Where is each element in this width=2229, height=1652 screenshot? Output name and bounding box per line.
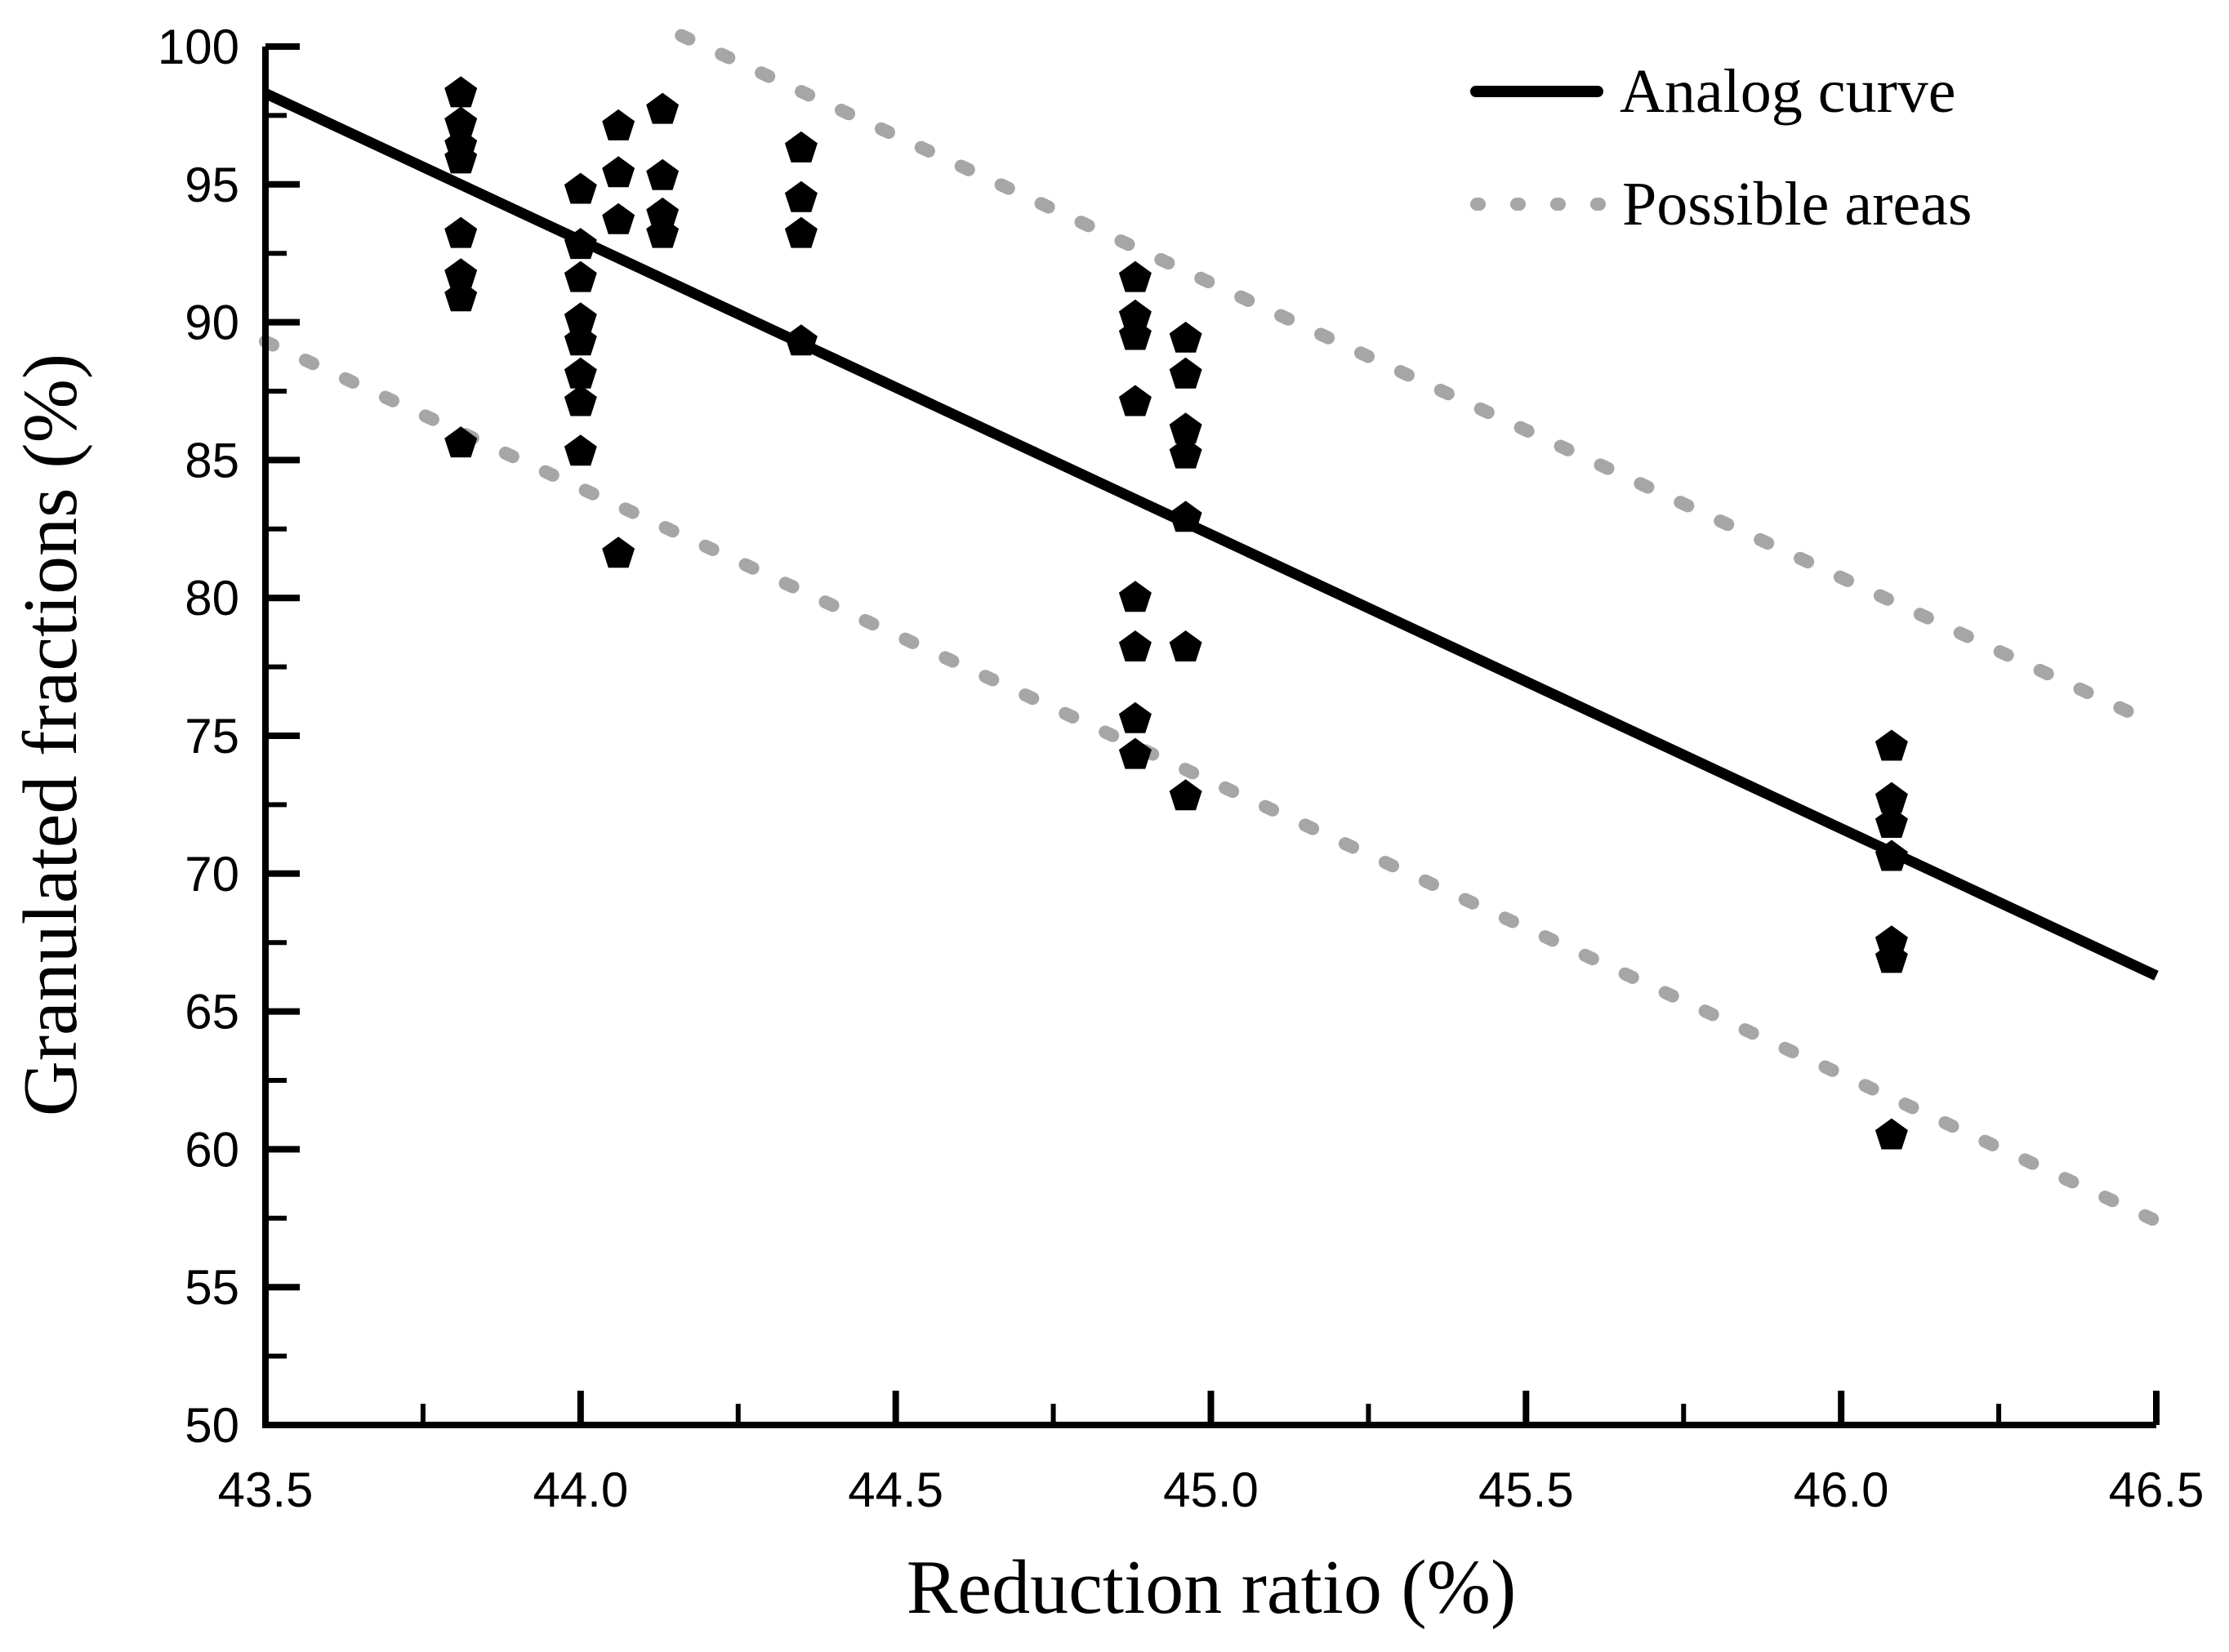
possible-area-upper-bound-line: [675, 29, 2163, 732]
scatter-point-pentagon: [564, 228, 597, 260]
dotted-line-swatch-icon: [1470, 198, 1606, 211]
scatter-point-pentagon: [1875, 1118, 1908, 1150]
solid-line-swatch-icon: [1470, 86, 1603, 97]
scatter-point-pentagon: [1169, 501, 1202, 532]
scatter-point-pentagon: [1118, 581, 1152, 612]
y-axis-title: Granulated fractions (%): [8, 353, 93, 1117]
scatter-point-pentagon: [564, 302, 597, 334]
scatter-point-pentagon: [444, 142, 478, 174]
y-tick-label: 70: [185, 847, 239, 902]
scatter-point-pentagon: [564, 434, 597, 466]
legend-label: Analog curve: [1620, 57, 1956, 126]
scatter-point-pentagon: [602, 156, 635, 188]
axes-spines: [262, 47, 2156, 1428]
y-tick-label: 90: [185, 296, 239, 350]
x-axis-title: Reduction ratio (%): [906, 1545, 1517, 1630]
y-tick-label: 80: [185, 571, 239, 626]
scatter-point-pentagon: [646, 197, 680, 229]
scatter-point-pentagon: [1118, 737, 1152, 769]
scatter-point-pentagon: [564, 260, 597, 292]
x-tick-label: 45.5: [1478, 1463, 1574, 1517]
scatter-point-pentagon: [1169, 630, 1202, 661]
scatter-point-pentagon: [564, 172, 597, 204]
legend-entry-analog-curve: Analog curve: [1470, 60, 1956, 122]
scatter-point-pentagon: [1169, 437, 1202, 469]
scatter-point-pentagon: [1875, 942, 1908, 973]
scatter-point-pentagon: [1169, 779, 1202, 811]
x-tick-label: 46.0: [1794, 1463, 1889, 1517]
scatter-point-pentagon: [444, 106, 478, 138]
scatter-point-pentagon: [564, 385, 597, 416]
scatter-point-pentagon: [784, 216, 818, 248]
scatter-point-pentagon: [602, 109, 635, 140]
scatter-point-pentagon: [1118, 299, 1152, 331]
scatter-point-pentagon: [602, 537, 635, 568]
scatter-point-pentagon: [602, 203, 635, 234]
scatter-point-pentagon: [1875, 839, 1908, 871]
scatter-point-pentagon: [784, 180, 818, 212]
scatter-point-pentagon: [444, 426, 478, 458]
scatter-point-pentagon: [1875, 807, 1908, 838]
scatter-point-pentagon: [1118, 701, 1152, 733]
scatter-point-pentagon: [1118, 630, 1152, 661]
scatter-point-pentagon: [444, 216, 478, 248]
scatter-point-pentagon: [1169, 357, 1202, 389]
y-tick-label: 75: [185, 709, 239, 764]
legend-label: Possible areas: [1622, 170, 1973, 238]
y-tick-label: 60: [185, 1122, 239, 1177]
scatter-point-pentagon: [1118, 318, 1152, 350]
scatter-point-pentagon: [1118, 260, 1152, 292]
scatter-point-pentagon: [784, 131, 818, 163]
scatter-point-pentagon: [784, 324, 818, 356]
scatter-point-pentagon: [444, 76, 478, 108]
scatter-point-pentagon: [1875, 729, 1908, 761]
y-tick-label: 50: [185, 1398, 239, 1453]
possible-area-lower-bound-line: [259, 335, 2163, 1228]
y-tick-label: 65: [185, 985, 239, 1040]
x-tick-label: 43.5: [218, 1463, 314, 1517]
y-tick-label: 95: [185, 158, 239, 212]
x-tick-label: 44.0: [533, 1463, 628, 1517]
legend-entry-possible-areas: Possible areas: [1470, 173, 1972, 235]
y-tick-label: 55: [185, 1260, 239, 1315]
scatter-point-pentagon: [444, 258, 478, 290]
scatter-point-pentagon: [1875, 781, 1908, 813]
y-tick-label: 100: [158, 20, 239, 74]
scatter-point-pentagon: [646, 158, 680, 190]
scatter-point-pentagon: [646, 216, 680, 248]
scatter-point-pentagon: [1169, 321, 1202, 353]
x-tick-label: 45.0: [1163, 1463, 1259, 1517]
x-tick-label: 46.5: [2109, 1463, 2204, 1517]
scatter-point-pentagon: [646, 92, 680, 124]
y-tick-label: 85: [185, 433, 239, 488]
scatter-point-pentagon: [564, 324, 597, 356]
scatter-point-pentagon: [1118, 385, 1152, 416]
x-tick-label: 44.5: [848, 1463, 943, 1517]
scatter-point-pentagon: [564, 357, 597, 389]
scatter-point-pentagon: [1169, 412, 1202, 444]
scatter-point-pentagon: [444, 280, 478, 312]
